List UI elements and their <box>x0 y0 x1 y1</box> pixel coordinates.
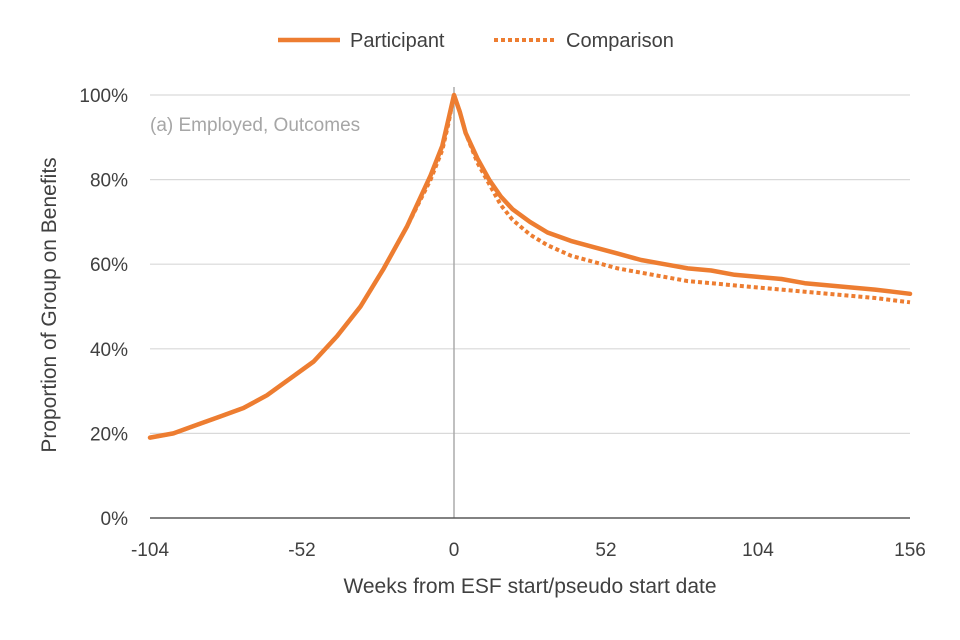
x-axis-title: Weeks from ESF start/pseudo start date <box>343 575 716 598</box>
y-tick-label: 100% <box>79 86 128 107</box>
x-tick-label: 156 <box>894 540 926 561</box>
y-tick-label: 60% <box>90 255 128 276</box>
series-line-participant <box>147 92 913 440</box>
y-axis-title: Proportion of Group on Benefits <box>38 157 61 452</box>
x-tick-label: 104 <box>742 540 774 561</box>
x-tick-labels: -104 -52 0 52 104 156 <box>131 540 926 561</box>
series-lines <box>147 92 913 440</box>
y-tick-label: 0% <box>101 509 129 530</box>
y-tick-labels: 0% 20% 40% 60% 80% 100% <box>79 86 128 530</box>
x-tick-label: -52 <box>288 540 315 561</box>
legend: Participant Comparison <box>278 30 674 52</box>
x-tick-label: 0 <box>449 540 460 561</box>
chart-annotation: (a) Employed, Outcomes <box>150 115 360 136</box>
y-tick-label: 20% <box>90 424 128 445</box>
series-line-comparison <box>149 93 911 440</box>
y-tick-label: 40% <box>90 340 128 361</box>
legend-label-participant: Participant <box>350 30 445 52</box>
x-tick-label: -104 <box>131 540 169 561</box>
y-tick-label: 80% <box>90 171 128 192</box>
x-tick-label: 52 <box>595 540 616 561</box>
gridlines <box>150 94 910 434</box>
legend-label-comparison: Comparison <box>566 30 674 52</box>
